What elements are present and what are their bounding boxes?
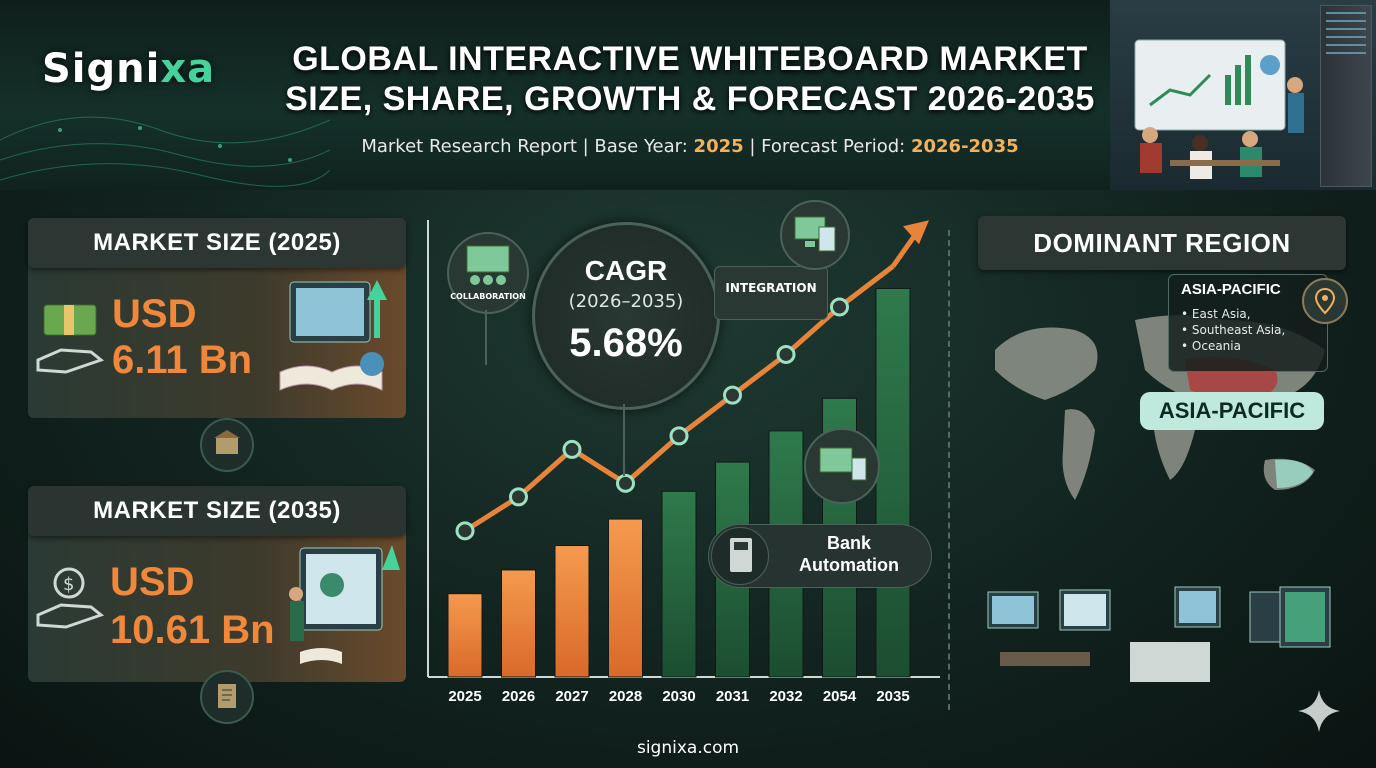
trend-point — [776, 344, 796, 364]
trend-point — [616, 473, 635, 493]
x-tick-label: 2025 — [448, 688, 481, 705]
trend-point — [830, 297, 849, 317]
title-line-2: SIZE, SHARE, GROWTH & FORECAST 2026-2035 — [285, 80, 1095, 118]
x-tick-label: 2026 — [502, 688, 535, 705]
x-tick-label: 2054 — [823, 688, 857, 705]
market-2035-currency: USD — [110, 560, 195, 604]
pos-terminal-icon — [730, 538, 752, 572]
x-tick-label: 2027 — [555, 688, 588, 705]
document-icon — [200, 670, 254, 724]
market-2025-value: 6.11 Bn — [112, 338, 253, 382]
bank-automation-callout: Bank Automation — [708, 524, 932, 588]
trend-arrowhead — [903, 220, 929, 245]
office-scenes-illustration — [987, 586, 1331, 682]
subregion-1-text: East Asia, — [1191, 307, 1251, 321]
callout-title: ASIA-PACIFIC — [1181, 281, 1281, 298]
sparkle-icon — [1298, 690, 1340, 732]
footer-url: signixa.com — [636, 738, 740, 758]
subregion-3: • Oceania — [1181, 339, 1241, 353]
trend-point — [669, 426, 689, 446]
logo-text: Signi — [42, 46, 161, 92]
monitor-icon — [794, 216, 836, 252]
market-2025-currency: USD — [112, 292, 197, 336]
subregion-3-text: Oceania — [1191, 339, 1241, 353]
x-tick-label: 2028 — [609, 688, 642, 705]
bar-2026 — [501, 569, 536, 678]
x-tick-label: 2030 — [662, 688, 695, 705]
bar-2025 — [447, 593, 483, 678]
money-hand-icon — [36, 304, 105, 374]
subtitle-prefix: Market Research Report | Base Year: — [361, 136, 694, 157]
section-divider — [948, 230, 950, 710]
market-2025-heading: MARKET SIZE (2025) — [28, 218, 406, 268]
collaboration-label: COLLABORATION — [450, 292, 526, 301]
trend-extension — [890, 230, 920, 268]
logo-accent: xa — [160, 46, 216, 92]
trend-point — [455, 521, 475, 541]
network-decoration — [0, 116, 330, 187]
x-tick-label: 2035 — [876, 688, 909, 705]
dominant-region-heading: DOMINANT REGION — [978, 216, 1346, 270]
x-tick-label: 2031 — [716, 688, 749, 705]
subtitle-mid: | Forecast Period: — [743, 136, 911, 157]
trend-point — [509, 487, 528, 507]
bank-label-line2: Automation — [799, 555, 899, 575]
cagr-label: CAGR — [584, 255, 668, 286]
bank-label-line1: Bank — [826, 533, 871, 553]
subregion-2-text: Southeast Asia, — [1191, 323, 1286, 337]
cagr-period: (2026–2035) — [568, 291, 684, 312]
bar-2028 — [608, 518, 643, 678]
market-2035-value: 10.61 Bn — [110, 608, 275, 652]
trend-point — [723, 385, 742, 405]
bank-device-badge — [804, 428, 880, 504]
subtitle: Market Research Report | Base Year: 2025… — [240, 136, 1140, 157]
building-icon — [200, 418, 254, 472]
asia-pacific-badge: ASIA-PACIFIC — [1140, 392, 1324, 430]
title-line-1: GLOBAL INTERACTIVE WHITEBOARD MARKET — [292, 40, 1088, 78]
location-pin-icon — [1314, 287, 1336, 315]
presenter-whiteboard-icon — [1134, 39, 1304, 179]
whiteboard-presenter-icon — [289, 545, 400, 664]
bar-2027 — [554, 545, 590, 678]
cagr-value: 5.68% — [569, 321, 683, 365]
collaboration-callout: COLLABORATION — [447, 232, 529, 314]
coin-hand-icon: $ — [36, 567, 105, 629]
bar-2030 — [661, 490, 697, 678]
market-2035-heading: MARKET SIZE (2035) — [28, 486, 406, 536]
subregion-2: • Southeast Asia, — [1181, 323, 1286, 337]
trend-point — [562, 439, 582, 459]
location-pin-badge — [1302, 278, 1348, 324]
forecast-period: 2026-2035 — [910, 136, 1019, 157]
cagr-connector — [623, 404, 625, 476]
collaboration-icon — [466, 245, 510, 285]
integration-callout: INTEGRATION — [714, 266, 828, 320]
integration-label: INTEGRATION — [725, 281, 817, 295]
pos-terminal-badge — [711, 527, 769, 585]
x-tick-label: 2032 — [769, 688, 802, 705]
brand-logo: Signixa — [42, 46, 215, 92]
subregion-1: • East Asia, — [1181, 307, 1251, 321]
bar-2035 — [875, 287, 911, 678]
classroom-scene-illustration — [1110, 0, 1376, 190]
collaboration-connector — [485, 310, 487, 365]
server-rack-icon — [1320, 5, 1372, 187]
monitor-tablet-icon — [819, 447, 867, 481]
laptop-book-icon — [279, 280, 387, 391]
base-year: 2025 — [693, 136, 744, 157]
cagr-badge: CAGR (2026–2035) 5.68% — [532, 222, 720, 410]
svg-text:$: $ — [63, 574, 74, 595]
integration-icon-badge — [780, 200, 850, 270]
